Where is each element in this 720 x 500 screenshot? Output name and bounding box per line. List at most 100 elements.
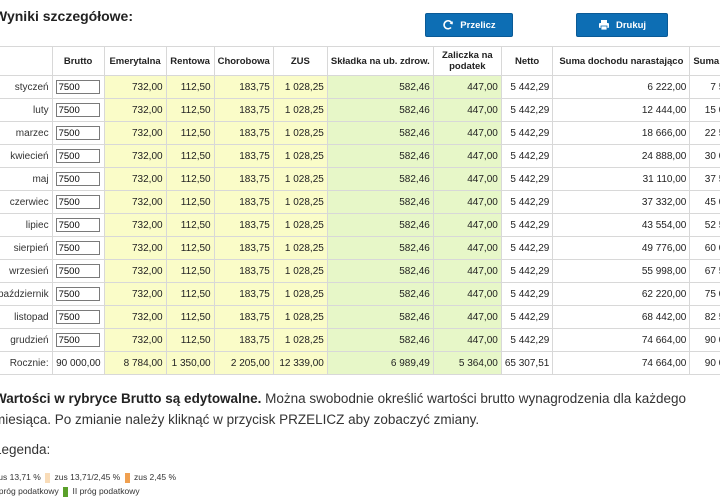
suma-dochodu-cell: 55 998,00 — [552, 259, 691, 283]
skladka-zdrow-cell: 582,46 — [326, 259, 434, 283]
zus-cell: 1 028,25 — [272, 98, 328, 122]
emerytalna-cell: 732,00 — [103, 121, 167, 145]
header-brutto: Brutto — [51, 46, 105, 76]
rentowa-cell: 112,50 — [165, 121, 215, 145]
brutto-input[interactable] — [55, 264, 100, 278]
printer-icon — [598, 20, 609, 31]
suma-brutto-cell: 60 000,00 — [689, 236, 720, 260]
skladka-zdrow-cell: 582,46 — [326, 328, 434, 352]
chorobowa-cell: 183,75 — [213, 213, 274, 237]
brutto-input[interactable] — [55, 195, 100, 209]
skladka-zdrow-cell: 582,46 — [326, 75, 434, 99]
month-label: marzec — [0, 121, 53, 145]
suma-dochodu-cell: 6 222,00 — [552, 75, 691, 99]
month-label: styczeń — [0, 75, 53, 99]
recalculate-button[interactable]: Przelicz — [425, 13, 513, 37]
table-header-row: Brutto Emerytalna Rentowa Chorobowa ZUS … — [0, 46, 720, 76]
skladka-zdrow-cell: 582,46 — [326, 144, 434, 168]
print-label: Drukuj — [615, 19, 647, 31]
rentowa-cell: 112,50 — [165, 282, 215, 306]
brutto-input[interactable] — [55, 287, 100, 301]
suma-dochodu-cell: 62 220,00 — [552, 282, 691, 306]
editable-note-text: Można swobodnie określić wartości brutto… — [0, 391, 687, 427]
rentowa-cell: 112,50 — [165, 259, 215, 283]
zus-cell: 1 028,25 — [272, 282, 328, 306]
emerytalna-cell: 732,00 — [103, 75, 167, 99]
zus-cell: 1 028,25 — [272, 167, 328, 191]
zaliczka-cell: 447,00 — [432, 213, 502, 237]
header-zus: ZUS — [272, 46, 328, 76]
rentowa-cell: 112,50 — [165, 213, 215, 237]
skladka-zdrow-cell: 582,46 — [326, 236, 434, 260]
brutto-cell — [51, 328, 105, 352]
brutto-input[interactable] — [55, 333, 100, 347]
brutto-input[interactable] — [55, 80, 100, 94]
month-label: maj — [0, 167, 53, 191]
suma-dochodu-cell: 43 554,00 — [552, 213, 691, 237]
brutto-input[interactable] — [55, 172, 100, 186]
totals-zaliczka: 5 364,00 — [432, 351, 502, 375]
zaliczka-cell: 447,00 — [432, 305, 502, 329]
editable-note: Wartości w rybryce Brutto są edytowalne.… — [0, 388, 720, 430]
month-label: luty — [0, 98, 53, 122]
rentowa-cell: 112,50 — [165, 75, 215, 99]
skladka-zdrow-cell: 582,46 — [326, 167, 434, 191]
rentowa-cell: 112,50 — [165, 305, 215, 329]
netto-cell: 5 442,29 — [500, 259, 554, 283]
totals-label: Rocznie: — [0, 351, 53, 375]
rentowa-cell: 112,50 — [165, 236, 215, 260]
netto-cell: 5 442,29 — [500, 167, 554, 191]
rentowa-cell: 112,50 — [165, 167, 215, 191]
legend-prog-1: I próg podatkowy — [0, 486, 59, 496]
editable-note-bold: Wartości w rybryce Brutto są edytowalne. — [0, 391, 262, 406]
totals-skladka-zdrow: 6 989,49 — [326, 351, 434, 375]
legend-title: Legenda: — [0, 442, 51, 457]
brutto-input[interactable] — [55, 241, 100, 255]
skladka-zdrow-cell: 582,46 — [326, 98, 434, 122]
rentowa-cell: 112,50 — [165, 98, 215, 122]
recalculate-label: Przelicz — [460, 19, 496, 31]
skladka-zdrow-cell: 582,46 — [326, 190, 434, 214]
suma-dochodu-cell: 68 442,00 — [552, 305, 691, 329]
brutto-input[interactable] — [55, 126, 100, 140]
chorobowa-cell: 183,75 — [213, 259, 274, 283]
legend-prog-2: II próg podatkowy — [72, 486, 140, 496]
emerytalna-cell: 732,00 — [103, 213, 167, 237]
chorobowa-cell: 183,75 — [213, 305, 274, 329]
chorobowa-cell: 183,75 — [213, 98, 274, 122]
suma-dochodu-cell: 24 888,00 — [552, 144, 691, 168]
rentowa-cell: 112,50 — [165, 144, 215, 168]
month-label: czerwiec — [0, 190, 53, 214]
emerytalna-cell: 732,00 — [103, 305, 167, 329]
suma-brutto-cell: 75 000,00 — [689, 282, 720, 306]
suma-dochodu-cell: 37 332,00 — [552, 190, 691, 214]
month-label: listopad — [0, 305, 53, 329]
month-label: lipiec — [0, 213, 53, 237]
zaliczka-cell: 447,00 — [432, 328, 502, 352]
suma-brutto-cell: 15 000,00 — [689, 98, 720, 122]
netto-cell: 5 442,29 — [500, 328, 554, 352]
suma-brutto-cell: 7 500,00 — [689, 75, 720, 99]
rentowa-cell: 112,50 — [165, 190, 215, 214]
brutto-input[interactable] — [55, 149, 100, 163]
brutto-cell — [51, 282, 105, 306]
zaliczka-cell: 447,00 — [432, 167, 502, 191]
brutto-input[interactable] — [55, 218, 100, 232]
totals-suma-brutto: 90 000,00 — [689, 351, 720, 375]
brutto-input[interactable] — [55, 103, 100, 117]
legend-swatch-green — [63, 486, 69, 497]
zus-cell: 1 028,25 — [272, 144, 328, 168]
header-netto: Netto — [500, 46, 554, 76]
month-label: październik — [0, 282, 53, 306]
brutto-input[interactable] — [55, 310, 100, 324]
print-button[interactable]: Drukuj — [576, 13, 668, 37]
results-table: Brutto Emerytalna Rentowa Chorobowa ZUS … — [0, 46, 720, 375]
skladka-zdrow-cell: 582,46 — [326, 282, 434, 306]
zus-cell: 1 028,25 — [272, 190, 328, 214]
zaliczka-cell: 447,00 — [432, 75, 502, 99]
chorobowa-cell: 183,75 — [213, 75, 274, 99]
